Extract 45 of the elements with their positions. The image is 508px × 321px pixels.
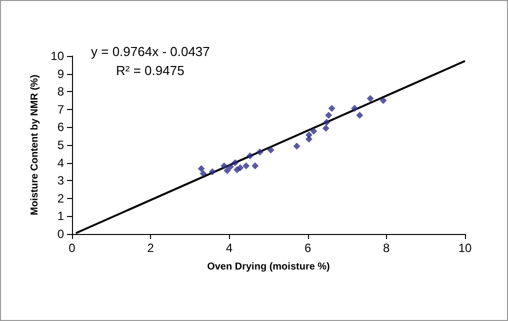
y-tick-label: 0	[57, 227, 64, 241]
y-tick-label: 4	[57, 156, 64, 170]
point	[246, 152, 254, 160]
point	[322, 124, 330, 132]
point	[305, 132, 312, 139]
annotation: R² = 0.9475	[116, 63, 184, 78]
x-tick-label: 10	[458, 241, 472, 255]
y-tick-label: 9	[57, 66, 64, 81]
point	[236, 164, 244, 172]
point	[208, 168, 216, 176]
point	[224, 167, 231, 174]
point	[293, 142, 300, 150]
point	[232, 159, 239, 166]
x-axis-title: Oven Drying (moisture %)	[207, 262, 330, 272]
annotation: y = 0.9764x - 0.0437	[91, 44, 210, 59]
y-tick-label: 10	[50, 49, 64, 63]
x-tick-label: 6	[304, 241, 312, 255]
point	[200, 170, 207, 178]
point	[252, 162, 259, 170]
point	[310, 128, 318, 135]
y-tick-label: 1	[57, 209, 64, 224]
point	[325, 112, 332, 119]
point	[220, 162, 228, 170]
y-tick-label: 2	[57, 191, 64, 206]
x-tick-label: 8	[383, 241, 390, 255]
point	[267, 146, 274, 154]
y-tick-label: 3	[57, 174, 64, 188]
point	[351, 104, 358, 112]
x-tick-label: 4	[226, 241, 233, 255]
point	[256, 148, 264, 156]
point	[366, 95, 374, 102]
point	[198, 165, 205, 172]
point	[328, 104, 336, 112]
point	[226, 163, 234, 170]
y-axis-title: Moisture Content by NMR (%)	[29, 74, 40, 216]
point	[323, 118, 330, 126]
y-tick-label: 5	[57, 138, 64, 152]
point	[242, 162, 250, 170]
point	[356, 112, 364, 119]
y-tick-label: 6	[57, 120, 64, 134]
x-tick-label: 0	[68, 241, 76, 255]
point	[380, 97, 387, 104]
y-tick-label: 7	[57, 102, 64, 116]
y-tick-label: 8	[57, 84, 64, 99]
x-tick-label: 2	[147, 241, 154, 255]
